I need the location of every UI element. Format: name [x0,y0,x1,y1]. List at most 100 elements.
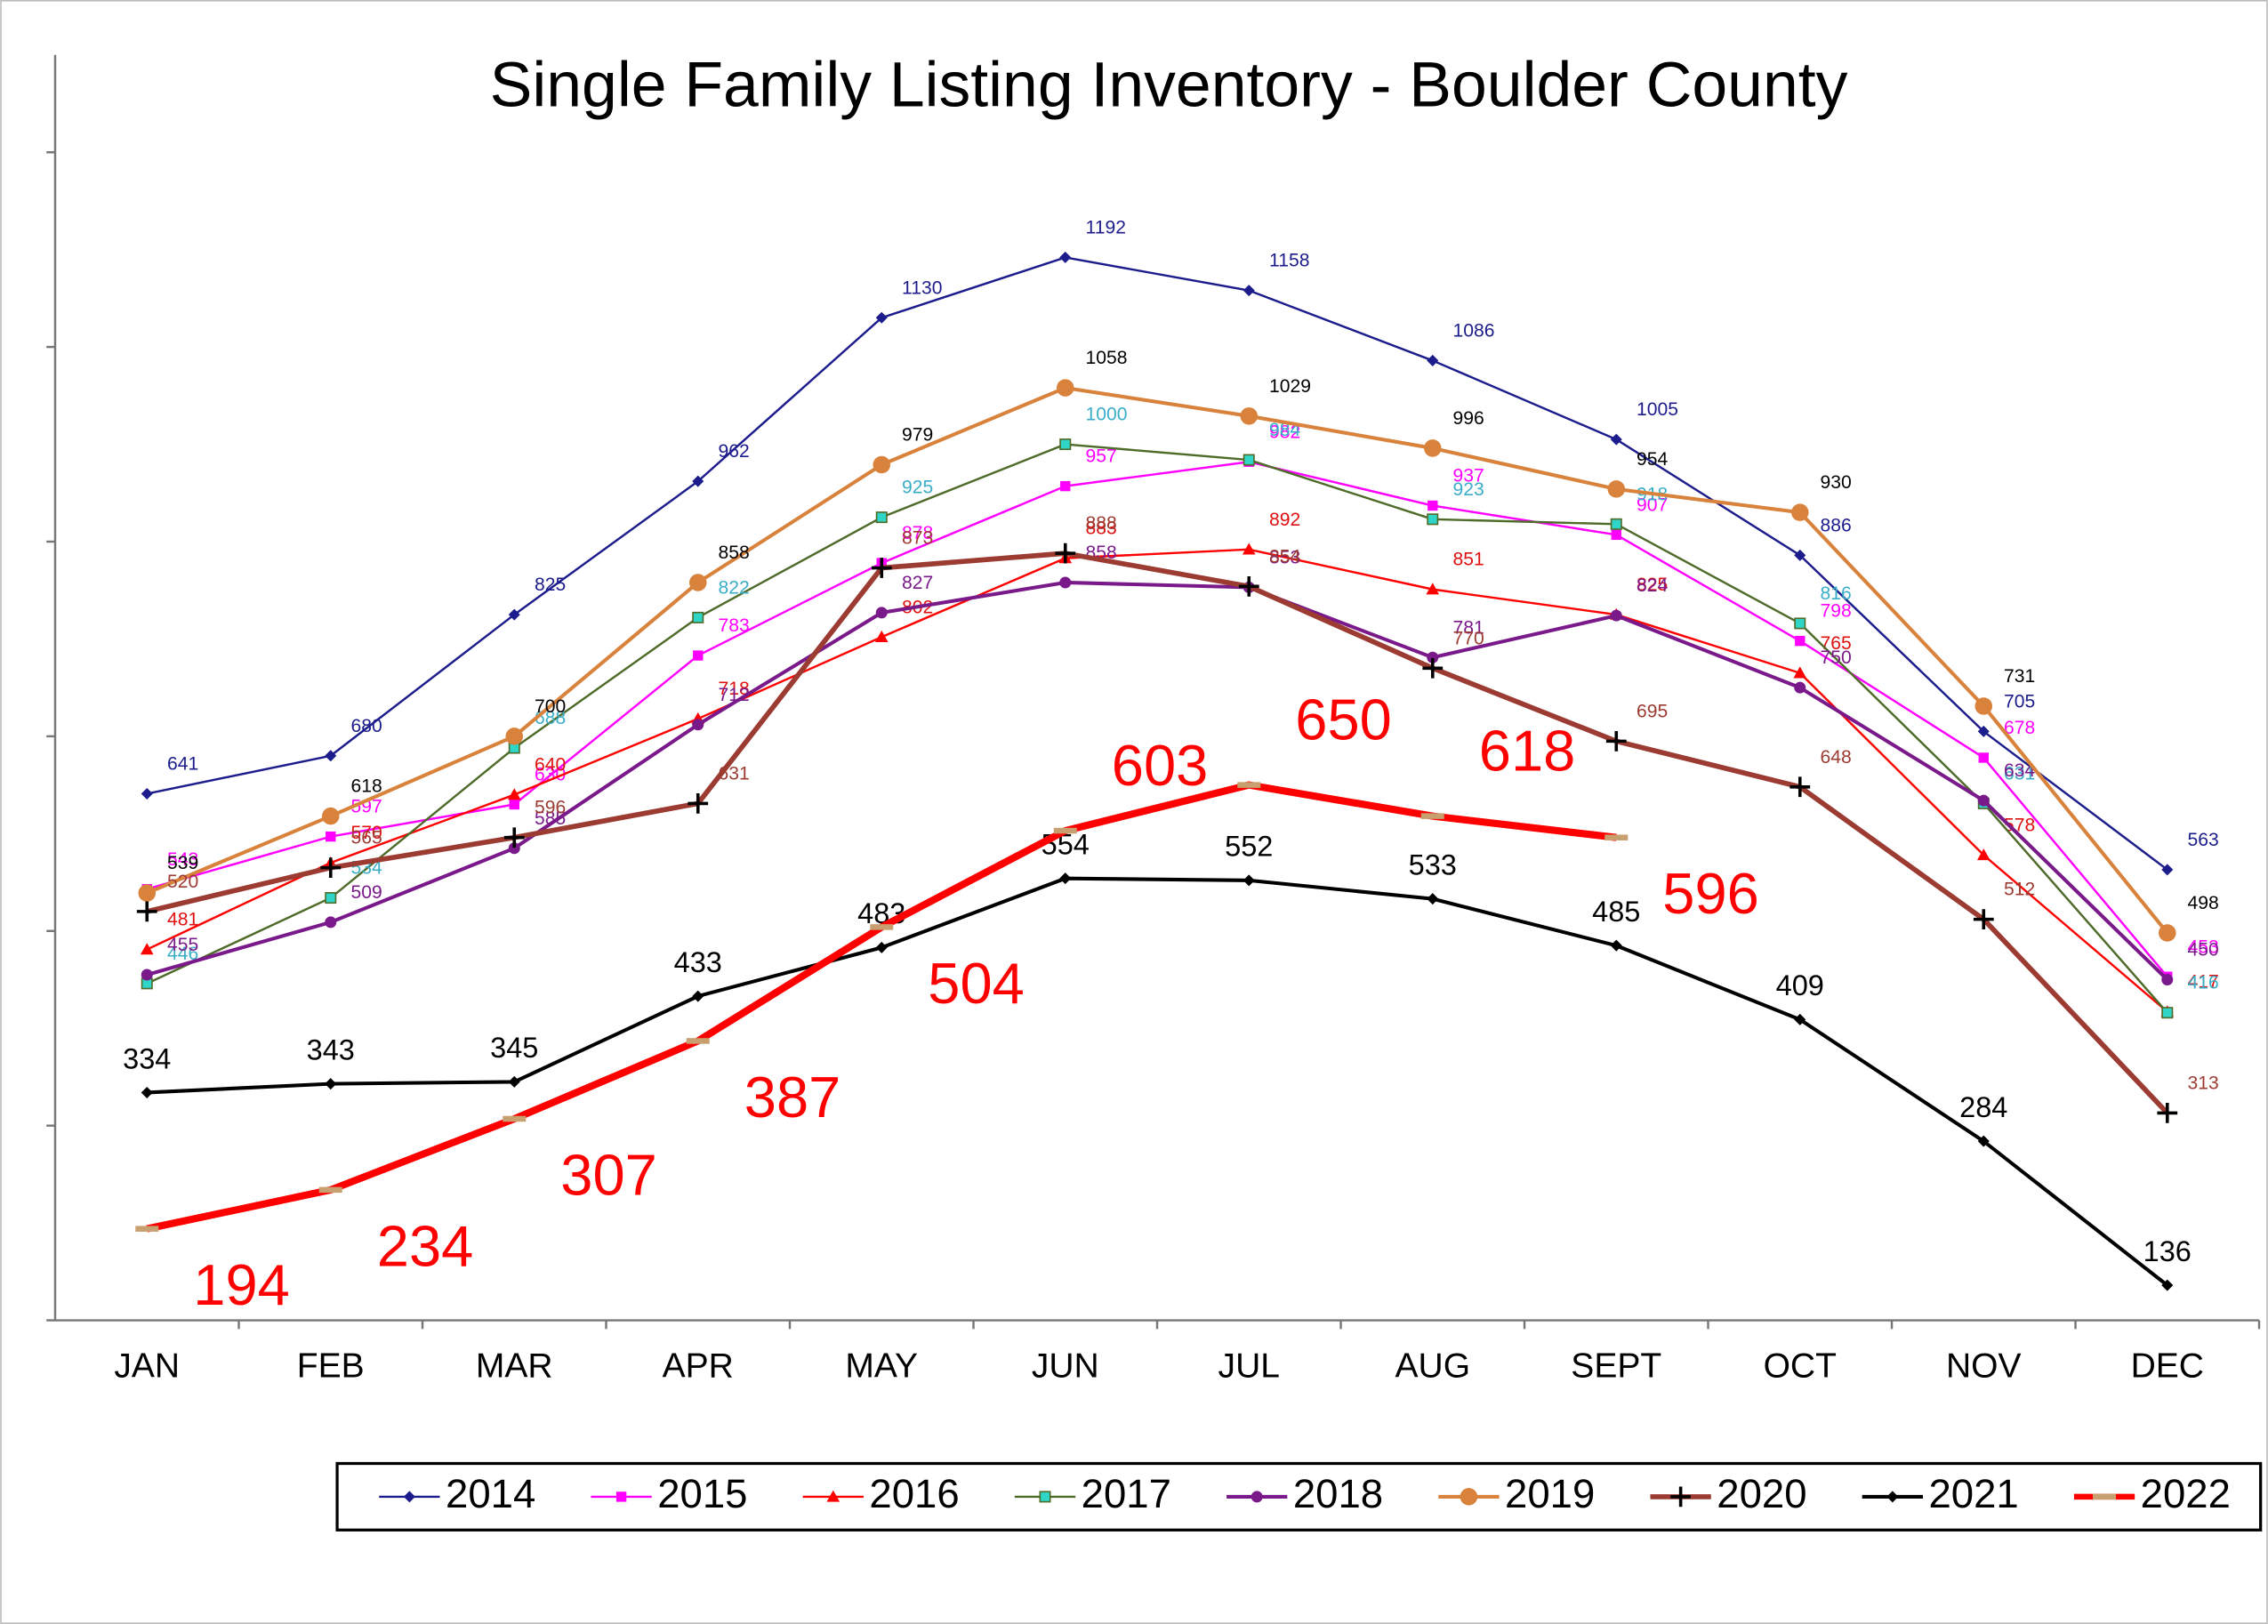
data-label: 596 [535,798,566,818]
data-label: 509 [351,882,382,903]
data-label: 512 [2004,880,2035,900]
data-label: 700 [535,696,566,717]
marker [1670,1486,1692,1507]
data-label: 853 [1269,547,1300,567]
marker [509,799,519,810]
data-label: 705 [2004,691,2035,712]
data-label: 641 [167,754,198,775]
marker [2161,973,2174,985]
marker [138,884,157,902]
x-tick-label: OCT [1764,1347,1837,1386]
marker [1055,543,1076,564]
legend-label: 2014 [446,1471,535,1516]
data-label: 409 [1776,969,1824,1001]
data-label: 695 [1637,701,1668,721]
marker [140,943,154,955]
data-label: 925 [902,478,933,498]
marker [1059,438,1072,451]
data-label: 539 [167,853,198,873]
marker [1428,500,1438,511]
marker [1791,503,1809,521]
data-label: 957 [1086,446,1117,467]
data-label: 825 [1637,575,1668,595]
x-tick-label: FEB [297,1347,365,1386]
data-label: 798 [1821,601,1852,622]
marker [692,611,704,623]
marker [1974,697,1993,715]
data-label: 618 [351,776,382,797]
data-label: 878 [902,523,933,543]
data-label: 892 [1269,510,1300,530]
data-label: 543 [167,849,198,870]
data-label: 194 [193,1252,290,1317]
data-label: 596 [1662,861,1759,926]
data-label: 1005 [1637,399,1678,420]
data-label: 136 [2143,1235,2192,1267]
marker [615,1491,627,1502]
marker [871,558,892,578]
series-line [146,443,2168,1014]
legend-label: 2020 [1717,1471,1806,1516]
data-label: 648 [1821,747,1852,768]
data-label: 563 [2188,830,2219,850]
data-label: 962 [719,441,750,462]
x-tick-label: AUG [1395,1347,1470,1386]
data-label: 1192 [1086,217,1126,237]
marker [1059,576,1072,589]
marker [325,750,337,762]
legend-label: 2015 [657,1471,747,1516]
series-line [146,386,2169,935]
marker [2161,1007,2174,1019]
x-tick-label: JAN [114,1347,180,1386]
marker [686,1038,710,1044]
marker [692,719,704,731]
data-label: 886 [1821,515,1852,535]
data-label: 854 [1269,546,1300,567]
marker [1795,635,1806,647]
data-label: 640 [535,755,566,776]
x-tick-label: MAR [476,1347,553,1386]
data-label: 1130 [902,277,942,298]
data-label: 824 [1637,575,1668,596]
data-label: 307 [560,1142,657,1207]
marker [1243,874,1255,887]
marker [1611,529,1621,541]
x-tick-label: DEC [2131,1347,2204,1386]
data-label: 883 [1086,519,1117,539]
marker [505,728,524,745]
data-label: 678 [2004,718,2035,738]
x-tick-label: NOV [1946,1347,2022,1386]
marker [2093,1493,2117,1500]
marker [320,857,342,879]
legend-label: 2018 [1293,1471,1383,1516]
data-label: 680 [351,716,382,736]
marker [692,475,704,487]
legend-label: 2016 [869,1471,959,1516]
data-label: 770 [1453,628,1484,648]
data-label: 446 [167,944,198,964]
data-label: 982 [1269,422,1300,442]
marker [1793,666,1807,679]
marker [1977,794,1990,807]
marker [870,924,894,930]
data-label: 498 [2188,893,2219,913]
data-label: 765 [1821,633,1852,654]
data-label: 888 [1086,513,1117,534]
data-label: 937 [1453,466,1484,486]
series-line [146,548,2168,1013]
marker [875,511,888,524]
legend-label: 2019 [1505,1471,1595,1516]
data-label: 923 [1453,479,1484,500]
marker [1789,776,1811,798]
marker [503,827,525,848]
data-label: 712 [719,685,750,705]
marker [875,607,888,619]
data-label: 618 [1479,719,1576,784]
data-label: 533 [1409,848,1457,880]
marker [1427,513,1439,526]
marker [1053,827,1077,834]
marker [875,311,888,324]
marker [2157,1103,2178,1123]
marker [325,892,337,904]
